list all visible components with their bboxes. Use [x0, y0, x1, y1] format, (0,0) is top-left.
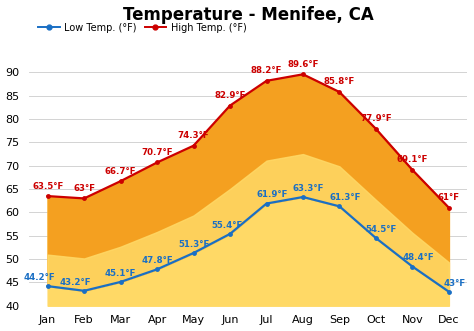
- Legend: Low Temp. (°F), High Temp. (°F): Low Temp. (°F), High Temp. (°F): [34, 19, 251, 36]
- Title: Temperature - Menifee, CA: Temperature - Menifee, CA: [123, 6, 374, 24]
- Text: 88.2°F: 88.2°F: [251, 66, 282, 75]
- Text: 47.8°F: 47.8°F: [141, 256, 173, 265]
- Text: 63.5°F: 63.5°F: [32, 181, 63, 191]
- Text: 82.9°F: 82.9°F: [214, 91, 246, 100]
- Text: 66.7°F: 66.7°F: [105, 166, 137, 175]
- Text: 55.4°F: 55.4°F: [211, 221, 243, 230]
- Text: 51.3°F: 51.3°F: [178, 240, 209, 249]
- Text: 43.2°F: 43.2°F: [60, 278, 91, 287]
- Text: 77.9°F: 77.9°F: [360, 114, 392, 123]
- Text: 89.6°F: 89.6°F: [287, 60, 319, 69]
- Text: 54.5°F: 54.5°F: [366, 225, 397, 234]
- Text: 45.1°F: 45.1°F: [105, 269, 137, 278]
- Text: 61.3°F: 61.3°F: [329, 193, 361, 202]
- Text: 63.3°F: 63.3°F: [293, 184, 324, 193]
- Text: 61.9°F: 61.9°F: [256, 190, 288, 199]
- Text: 63°F: 63°F: [73, 184, 95, 193]
- Text: 48.4°F: 48.4°F: [402, 253, 434, 262]
- Text: 70.7°F: 70.7°F: [141, 148, 173, 157]
- Text: 61°F: 61°F: [438, 193, 460, 202]
- Text: 85.8°F: 85.8°F: [324, 77, 355, 86]
- Text: 44.2°F: 44.2°F: [24, 273, 55, 282]
- Text: 43°F: 43°F: [443, 279, 465, 288]
- Text: 74.3°F: 74.3°F: [178, 131, 210, 140]
- Text: 69.1°F: 69.1°F: [397, 155, 428, 165]
